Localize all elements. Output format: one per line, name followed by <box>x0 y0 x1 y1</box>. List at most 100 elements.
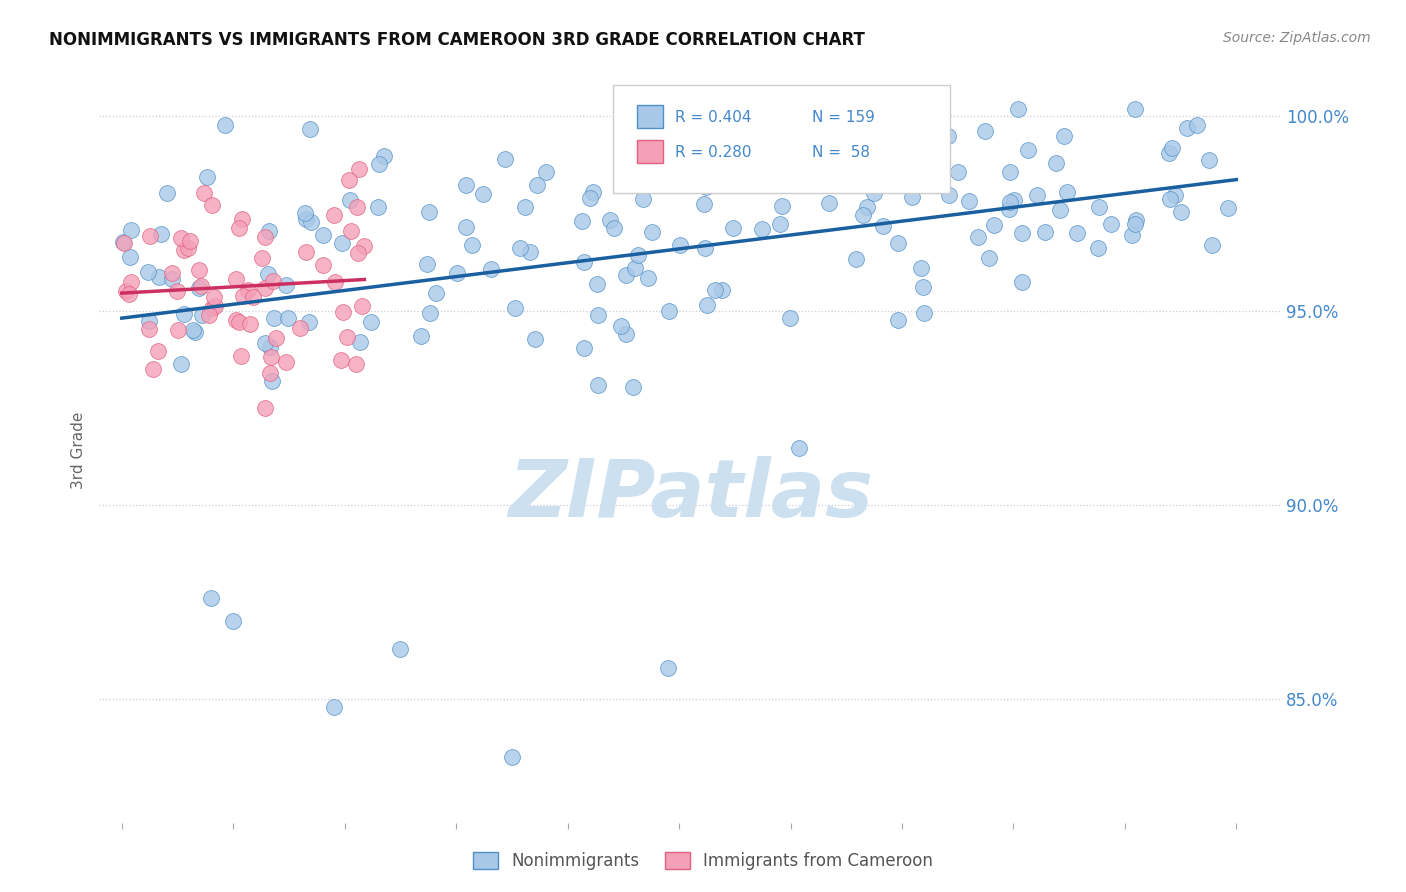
Point <box>1123 102 1146 116</box>
Point <box>409 329 432 343</box>
Point <box>253 401 276 416</box>
Point <box>259 224 281 238</box>
Point <box>769 218 792 232</box>
Point <box>1160 141 1182 155</box>
Point <box>236 283 259 297</box>
Point <box>225 272 247 286</box>
Point <box>779 311 801 326</box>
Point <box>574 255 596 269</box>
Point <box>1216 202 1239 216</box>
Point <box>922 102 945 116</box>
Y-axis label: 3rd Grade: 3rd Grade <box>72 412 86 489</box>
Point <box>695 129 717 144</box>
Point <box>917 140 939 154</box>
Point <box>179 234 201 248</box>
Point <box>312 258 335 272</box>
Point <box>419 305 441 319</box>
Point <box>526 178 548 192</box>
Point <box>1049 202 1071 217</box>
Point <box>695 180 717 194</box>
Point <box>228 315 250 329</box>
Point <box>586 277 609 291</box>
Point <box>536 165 558 179</box>
Point <box>1121 227 1143 242</box>
Text: N =  58: N = 58 <box>811 145 870 161</box>
Point <box>231 212 253 227</box>
Point <box>579 191 602 205</box>
Point <box>260 374 283 388</box>
Point <box>170 357 193 371</box>
Point <box>259 340 281 354</box>
Point <box>349 161 371 176</box>
Point <box>631 192 654 206</box>
Point <box>581 185 603 199</box>
Point <box>118 286 141 301</box>
Point <box>200 591 222 606</box>
Point <box>721 220 744 235</box>
Point <box>344 357 367 371</box>
Point <box>190 279 212 293</box>
Point <box>886 236 908 251</box>
Point <box>1087 241 1109 255</box>
Point <box>751 222 773 236</box>
Point <box>910 261 932 276</box>
Point <box>610 318 633 333</box>
Point <box>346 200 368 214</box>
Text: ZIPatlas: ZIPatlas <box>508 456 873 534</box>
Point <box>658 303 681 318</box>
Point <box>1045 156 1067 170</box>
Point <box>250 252 273 266</box>
Point <box>228 220 250 235</box>
Point <box>770 199 793 213</box>
Point <box>868 102 890 116</box>
Point <box>232 289 254 303</box>
Point <box>1053 128 1076 143</box>
Point <box>177 241 200 255</box>
Point <box>936 128 959 143</box>
Point <box>513 200 536 214</box>
Point <box>901 189 924 203</box>
Point <box>1201 238 1223 252</box>
Point <box>173 244 195 258</box>
Point <box>201 197 224 211</box>
Point <box>652 170 675 185</box>
Point <box>1002 194 1025 208</box>
Point <box>998 165 1021 179</box>
Point <box>329 352 352 367</box>
Point <box>294 244 316 259</box>
Point <box>523 332 546 346</box>
Point <box>274 277 297 292</box>
Point <box>222 615 245 629</box>
Point <box>863 186 886 200</box>
Point <box>339 224 361 238</box>
FancyBboxPatch shape <box>637 140 664 163</box>
Point <box>627 129 650 144</box>
Point <box>624 261 647 276</box>
Point <box>322 208 344 222</box>
Point <box>264 331 287 345</box>
Point <box>253 335 276 350</box>
Point <box>623 379 645 393</box>
Point <box>586 308 609 322</box>
Point <box>998 202 1021 216</box>
Point <box>323 276 346 290</box>
Point <box>191 308 214 322</box>
Point <box>253 230 276 244</box>
Point <box>967 230 990 244</box>
Point <box>367 157 389 171</box>
Point <box>887 313 910 327</box>
Text: R = 0.280: R = 0.280 <box>675 145 751 161</box>
Point <box>983 218 1005 232</box>
Point <box>277 310 299 325</box>
Legend: Nonimmigrants, Immigrants from Cameroon: Nonimmigrants, Immigrants from Cameroon <box>467 845 939 877</box>
Point <box>253 281 276 295</box>
Point <box>242 290 264 304</box>
Point <box>181 323 204 337</box>
Point <box>201 301 224 315</box>
Point <box>112 235 135 249</box>
Point <box>339 193 361 207</box>
Point <box>1123 217 1146 231</box>
Point <box>120 275 142 289</box>
Point <box>446 266 468 280</box>
Point <box>1066 227 1088 241</box>
